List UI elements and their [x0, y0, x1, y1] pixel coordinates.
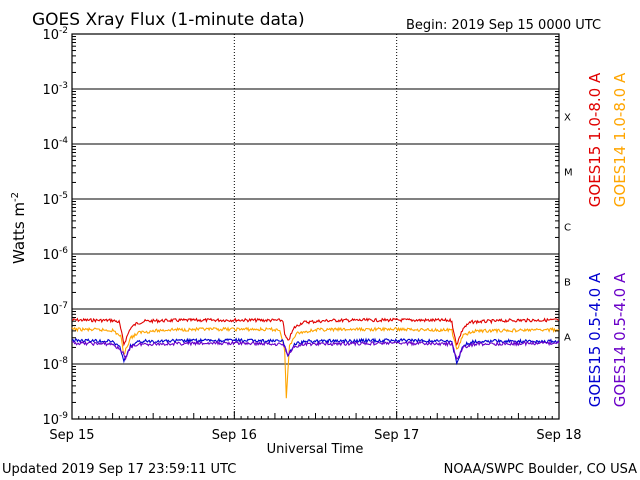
- y-tick-base: 10: [42, 303, 59, 318]
- flare-class-label: X: [564, 113, 571, 124]
- flare-class-label: B: [564, 278, 571, 289]
- y-tick-label: 10-9: [42, 411, 68, 428]
- y-axis-label: Watts m-2: [10, 192, 28, 264]
- y-tick-base: 10: [42, 358, 59, 373]
- flare-class-label: M: [564, 168, 573, 179]
- y-axis-ticks: 10-210-310-410-510-610-710-810-9: [42, 26, 559, 428]
- series-layer: [71, 317, 560, 399]
- y-tick-base: 10: [42, 138, 59, 153]
- y-tick-base: 10: [42, 413, 59, 428]
- x-axis-ticks: Sep 15 Sep 16 Sep 17 Sep 18: [49, 411, 582, 443]
- y-tick-exp: -8: [59, 356, 68, 366]
- updated-timestamp: Updated 2019 Sep 17 23:59:11 UTC: [2, 462, 236, 477]
- x-tick-label: Sep 16: [212, 428, 257, 443]
- legend-entry: GOES14 1.0-8.0 A: [611, 72, 629, 207]
- chart-title: GOES Xray Flux (1-minute data): [32, 10, 305, 30]
- y-tick-label: 10-8: [42, 356, 68, 373]
- y-tick-exp: -9: [59, 411, 68, 421]
- legend-entry: GOES15 0.5-4.0 A: [586, 272, 604, 407]
- y-tick-exp: -4: [59, 136, 68, 146]
- y-tick-exp: -3: [59, 81, 68, 91]
- grid: [72, 34, 559, 419]
- y-tick-exp: -5: [59, 191, 68, 201]
- x-tick-label: Sep 15: [49, 428, 94, 443]
- y-tick-label: 10-2: [42, 26, 68, 43]
- legend-entry: GOES15 1.0-8.0 A: [586, 72, 604, 207]
- y-axis-label-base: Watts m: [10, 202, 28, 264]
- y-tick-label: 10-4: [42, 136, 68, 153]
- legend: GOES15 1.0-8.0 A GOES14 1.0-8.0 A GOES15 0…: [586, 72, 629, 407]
- y-axis-label-exp: -2: [10, 192, 21, 202]
- x-tick-label: Sep 17: [374, 428, 419, 443]
- flare-class-label: A: [564, 333, 571, 344]
- y-tick-label: 10-3: [42, 81, 68, 98]
- series-line: [71, 317, 559, 347]
- flare-class-labels: X M C B A: [564, 113, 573, 344]
- begin-date: Begin: 2019 Sep 15 0000 UTC: [406, 18, 601, 33]
- y-tick-base: 10: [42, 28, 59, 43]
- series-line: [71, 337, 560, 366]
- y-tick-base: 10: [42, 248, 59, 263]
- flare-class-label: C: [564, 223, 571, 234]
- y-tick-label: 10-6: [42, 246, 68, 263]
- y-tick-exp: -7: [59, 301, 68, 311]
- y-tick-label: 10-5: [42, 191, 68, 208]
- y-tick-base: 10: [42, 193, 59, 208]
- legend-entry: GOES14 0.5-4.0 A: [611, 272, 629, 407]
- credit-label: NOAA/SWPC Boulder, CO USA: [444, 462, 637, 477]
- series-line: [71, 326, 560, 399]
- series-line: [71, 340, 560, 361]
- x-tick-label: Sep 18: [536, 428, 581, 443]
- y-tick-base: 10: [42, 83, 59, 98]
- x-axis-label: Universal Time: [267, 442, 364, 457]
- y-tick-exp: -6: [59, 246, 68, 256]
- plot-area: [71, 33, 560, 420]
- y-tick-exp: -2: [59, 26, 68, 36]
- y-tick-label: 10-7: [42, 301, 68, 318]
